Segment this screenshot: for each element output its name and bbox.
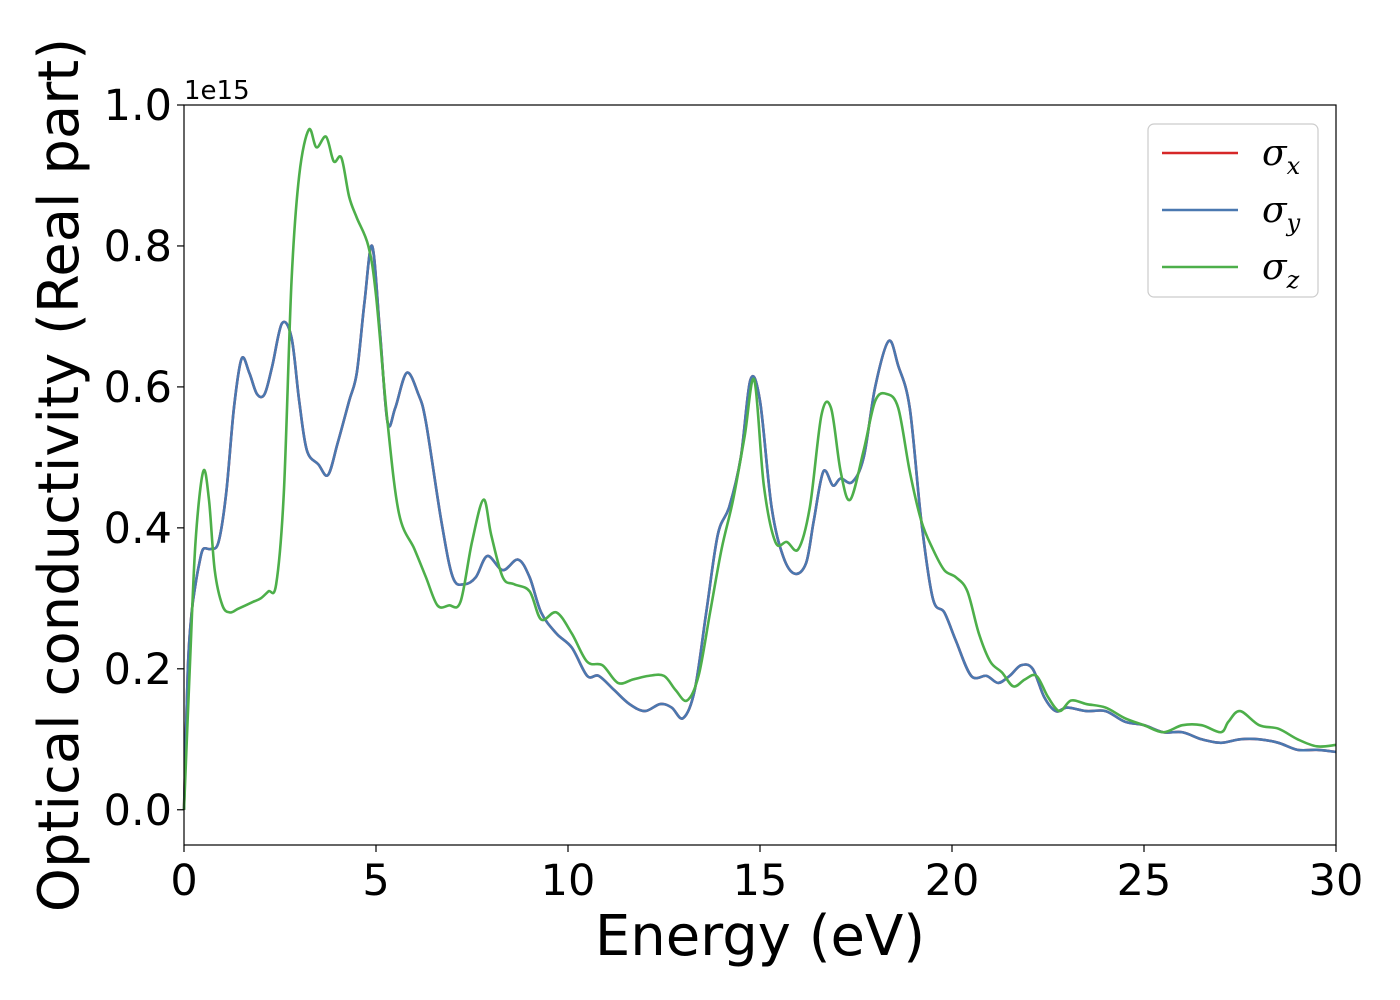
- plot-area: [184, 105, 1336, 845]
- x-tick-label: 25: [1117, 856, 1172, 906]
- series-line-sigma-y: [182, 244, 1337, 810]
- y-tick-label: 0.4: [104, 504, 172, 554]
- y-tick-label: 1.0: [104, 81, 172, 131]
- y-axis: 0.0 0.2 0.4 0.6 0.8 1.0: [104, 81, 184, 836]
- x-tick-label: 15: [733, 856, 788, 906]
- y-offset-label: 1e15: [184, 76, 250, 106]
- y-tick-label: 0.2: [104, 645, 172, 695]
- x-tick-label: 10: [541, 856, 596, 906]
- y-tick-label: 0.6: [104, 363, 172, 413]
- series-layer: [182, 127, 1337, 810]
- x-tick-label: 0: [170, 856, 197, 906]
- x-axis: 0 5 10 15 20 25 30: [170, 845, 1363, 906]
- series-line-sigma-z: [182, 127, 1337, 810]
- x-axis-title: Energy (eV): [595, 904, 925, 969]
- y-tick-label: 0.8: [104, 222, 172, 272]
- x-tick-label: 20: [925, 856, 980, 906]
- y-axis-title: Optical conductivity (Real part): [27, 38, 92, 912]
- y-tick-label: 0.0: [104, 786, 172, 836]
- x-tick-label: 30: [1309, 856, 1364, 906]
- x-tick-label: 5: [362, 856, 389, 906]
